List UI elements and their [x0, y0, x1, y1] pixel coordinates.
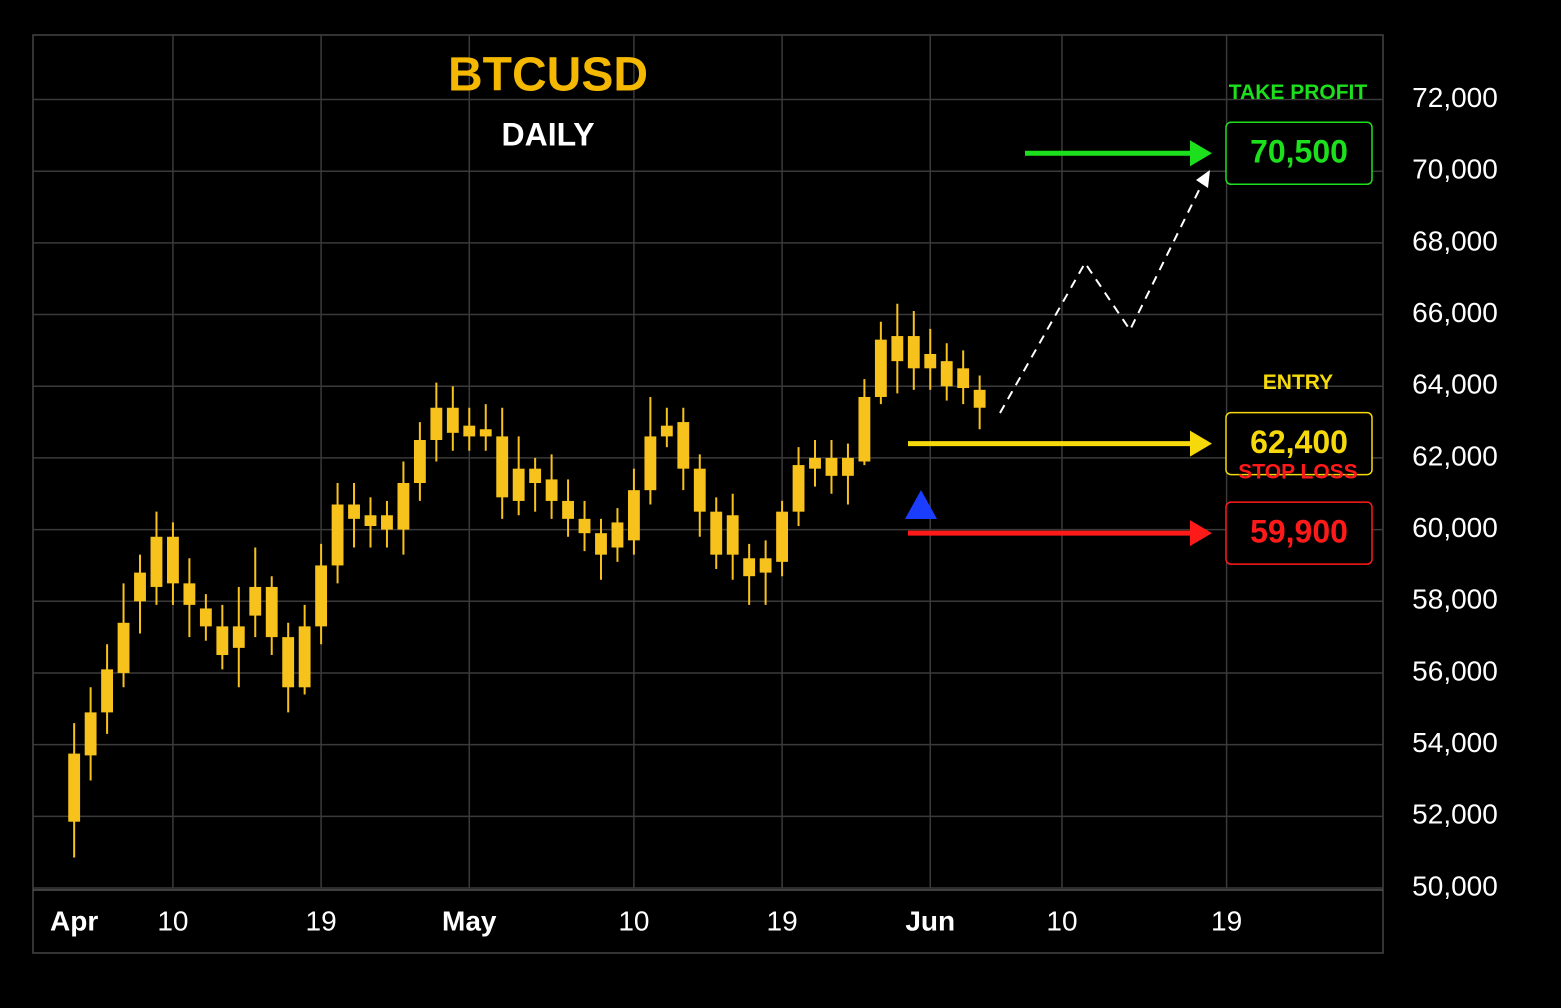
level-box: [1225, 411, 1373, 476]
candle-body: [644, 436, 657, 491]
x-tick-label: Apr: [50, 905, 98, 936]
candle-body: [545, 479, 558, 501]
candle-body: [446, 407, 459, 433]
candle-body: [957, 368, 970, 389]
level-arrowhead: [1190, 520, 1212, 547]
x-tick-label: May: [442, 905, 497, 936]
y-tick-label: 68,000: [1412, 225, 1498, 256]
candle-body: [249, 586, 262, 616]
level-name: TAKE PROFIT: [1229, 81, 1368, 104]
candle-body: [512, 468, 525, 501]
candle-body: [627, 490, 640, 541]
candle-body: [660, 425, 673, 437]
x-tick-label: 10: [618, 905, 649, 936]
candle-body: [479, 429, 492, 437]
level-box: [1225, 121, 1373, 186]
candle-body: [331, 504, 344, 566]
candle-body: [150, 536, 163, 587]
level-arrowhead: [1190, 430, 1212, 457]
candle-body: [907, 336, 920, 369]
grid: [33, 35, 1383, 889]
candle-body: [101, 669, 114, 713]
level-value: 70,500: [1250, 134, 1348, 170]
candle-body: [710, 511, 723, 555]
candle-body: [199, 608, 212, 627]
candle-body: [677, 422, 690, 469]
candle-body: [776, 511, 789, 562]
candle-body: [891, 336, 904, 362]
x-tick-label: 10: [157, 905, 188, 936]
projection-path: [999, 177, 1206, 414]
candle-body: [940, 361, 953, 387]
candle-body: [216, 626, 229, 656]
y-tick-label: 66,000: [1412, 297, 1498, 328]
y-tick-label: 70,000: [1412, 154, 1498, 185]
candle-body: [265, 586, 278, 638]
level-name: ENTRY: [1263, 371, 1333, 394]
x-tick-label: 19: [767, 905, 798, 936]
candle-body: [562, 500, 574, 519]
candle-body: [463, 425, 476, 437]
candle-body: [68, 753, 81, 822]
candle-body: [364, 515, 377, 527]
level-value: 62,400: [1250, 424, 1348, 460]
candle-body: [792, 465, 805, 512]
candles: [68, 303, 986, 858]
y-tick-label: 54,000: [1412, 727, 1498, 758]
chart-subtitle: DAILY: [501, 116, 594, 152]
y-tick-label: 50,000: [1412, 870, 1498, 901]
plot-frame: [32, 34, 1384, 954]
candle-body: [924, 353, 937, 369]
candle-body: [858, 396, 871, 462]
x-tick-label: 19: [306, 905, 337, 936]
candle-body: [973, 389, 986, 408]
candle-body: [874, 339, 887, 397]
y-tick-label: 64,000: [1412, 369, 1498, 400]
candle-body: [809, 457, 821, 469]
levels: 70,500 TAKE PROFIT 62,400 ENTRY 59,900 STOP L…: [908, 81, 1373, 565]
candle-body: [167, 536, 179, 584]
candle-body: [298, 626, 311, 688]
candle-body: [726, 515, 739, 555]
candle-body: [825, 457, 838, 476]
x-tick-label: 10: [1046, 905, 1077, 936]
projection-arrowhead: [1196, 170, 1210, 188]
buy-signal: [905, 490, 937, 519]
candle-body: [759, 558, 772, 573]
candle-body: [232, 626, 245, 648]
y-tick-label: 72,000: [1412, 82, 1498, 113]
chart-title: BTCUSD: [448, 49, 648, 102]
candle-body: [578, 518, 591, 534]
level-arrowhead: [1190, 140, 1212, 167]
candle-body: [84, 712, 97, 756]
candle-body: [430, 407, 443, 440]
candle-body: [611, 522, 624, 548]
candle-body: [315, 565, 328, 627]
candle-body: [743, 558, 756, 577]
level-value: 59,900: [1250, 514, 1348, 550]
candle-body: [117, 622, 130, 673]
y-tick-label: 60,000: [1412, 512, 1498, 543]
candle-body: [348, 504, 360, 519]
candle-body: [693, 468, 706, 512]
candle-body: [842, 457, 854, 476]
candle-body: [595, 533, 607, 555]
level-name: STOP LOSS: [1238, 461, 1357, 484]
x-tick-label: 19: [1211, 905, 1242, 936]
candle-body: [282, 637, 295, 688]
x-tick-label: Jun: [905, 905, 955, 936]
y-tick-label: 52,000: [1412, 799, 1498, 830]
level-box: [1225, 501, 1373, 565]
y-tick-label: 56,000: [1412, 655, 1498, 686]
candle-body: [496, 436, 509, 498]
candle-body: [413, 439, 426, 484]
candle-body: [397, 483, 410, 530]
candle-body: [134, 572, 146, 602]
candle-body: [529, 468, 542, 484]
candle-body: [183, 583, 196, 605]
y-tick-label: 58,000: [1412, 584, 1498, 615]
candle-body: [381, 515, 393, 530]
y-tick-label: 62,000: [1412, 440, 1498, 471]
